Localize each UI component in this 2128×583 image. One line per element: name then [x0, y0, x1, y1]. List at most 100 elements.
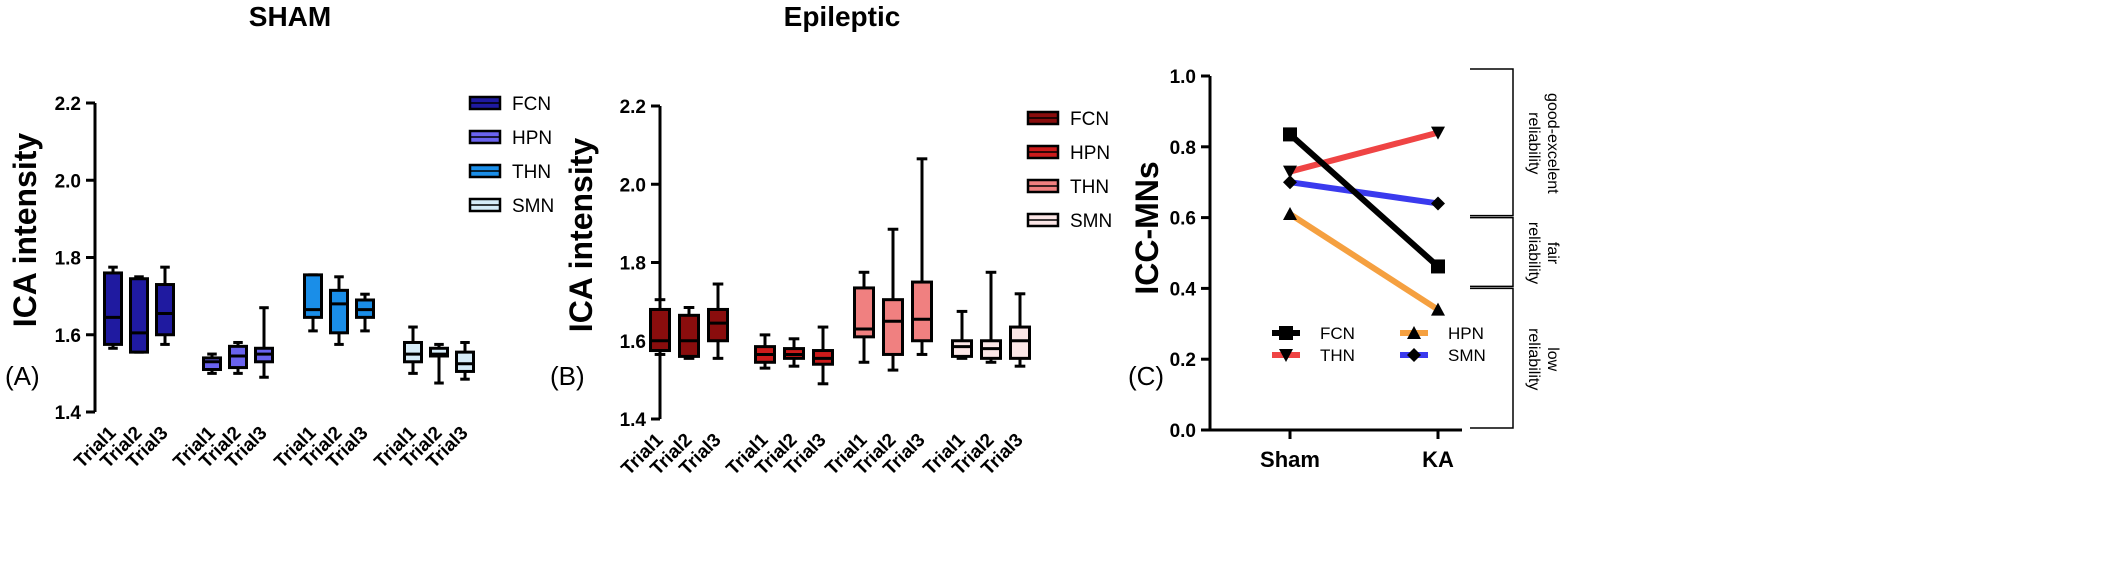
- legend-item-thn: THN: [1026, 177, 1109, 198]
- y-tick-label: 0.4: [1170, 279, 1197, 300]
- panel-c-label: (C): [1128, 361, 1164, 391]
- reliability-label: low: [1544, 347, 1561, 371]
- series-line: [1289, 179, 1439, 207]
- legend-label: SMN: [512, 196, 554, 217]
- reliability-label: reliability: [1525, 328, 1542, 390]
- legend-label: HPN: [1448, 324, 1484, 343]
- panel-a-title: SHAM: [249, 1, 331, 32]
- x-tick-label: KA: [1422, 447, 1454, 472]
- box-iqr: [155, 283, 175, 337]
- legend-item-thn: THN: [468, 162, 551, 183]
- box-iqr: [455, 350, 475, 373]
- box-iqr: [853, 286, 875, 339]
- box-hpn-trial1: [754, 333, 776, 370]
- legend-label: THN: [1320, 346, 1355, 365]
- box-smn-trial2: [980, 270, 1002, 364]
- box-thn-trial3: [911, 157, 933, 356]
- box-hpn-trial3: [812, 325, 834, 386]
- panel-b-title: Epileptic: [784, 1, 901, 32]
- legend-item-fcn: FCN: [468, 94, 551, 115]
- y-tick-label: 0.8: [1170, 138, 1196, 159]
- legend-item-smn: SMN: [1400, 346, 1486, 365]
- legend-label: FCN: [1070, 109, 1109, 130]
- y-tick-label: 1.6: [620, 332, 646, 353]
- y-tick-label: 2.0: [55, 171, 81, 192]
- legend-item-smn: SMN: [468, 196, 554, 217]
- series-line: [1289, 129, 1439, 175]
- marker-triangle-up: [1283, 207, 1297, 221]
- y-tick-label: 2.2: [620, 97, 646, 118]
- series-thn: [1283, 126, 1445, 179]
- legend-label: FCN: [512, 94, 551, 115]
- legend-item-fcn: FCN: [1272, 324, 1355, 343]
- legend-item-thn: THN: [1272, 346, 1355, 365]
- marker-square: [1431, 259, 1445, 274]
- box-iqr: [951, 339, 973, 358]
- panel-a-y-axis-label: ICA intensity: [7, 133, 43, 328]
- box-iqr: [707, 307, 729, 343]
- panel-c-icc-line-chart: ICC-MNs (C) 0.0 0.2 0.4 0.6 0.8 1.0 Sham KA FCN…: [1128, 67, 1561, 472]
- marker-diamond: [1431, 196, 1445, 211]
- legend-label: SMN: [1448, 346, 1486, 365]
- box-fcn-trial1: [103, 265, 123, 350]
- reliability-label: reliability: [1525, 222, 1542, 284]
- marker-triangle-down: [1431, 126, 1445, 140]
- y-tick-label: 1.0: [1170, 67, 1196, 88]
- y-tick-label: 2.2: [55, 94, 81, 115]
- box-hpn-trial2: [783, 337, 805, 368]
- x-tick-label: Sham: [1260, 447, 1320, 472]
- panel-b-y-axis-label: ICA intensity: [563, 138, 599, 333]
- box-iqr: [303, 273, 323, 319]
- box-iqr: [429, 346, 449, 358]
- box-smn-trial3: [1009, 292, 1031, 368]
- box-smn-trial1: [951, 309, 973, 360]
- box-iqr: [1009, 325, 1031, 360]
- panel-b-epileptic-boxplot: Epileptic ICA intensity (B) 1.4 1.6 1.8 2.0…: [550, 1, 1112, 480]
- box-iqr: [103, 271, 123, 346]
- legend-item-hpn: HPN: [1400, 324, 1484, 343]
- box-iqr: [329, 288, 349, 335]
- panel-a-sham-boxplot: SHAM ICA intensity (A) 1.4 1.6 1.8 2.0 2.2 T…: [5, 1, 554, 473]
- box-thn-trial2: [329, 275, 349, 346]
- legend-item-fcn: FCN: [1026, 109, 1109, 130]
- reliability-label: fair: [1544, 242, 1561, 265]
- legend-item-hpn: HPN: [1026, 143, 1110, 164]
- legend-label: HPN: [1070, 143, 1110, 164]
- marker-diamond: [1407, 348, 1421, 362]
- y-tick-label: 2.0: [620, 175, 646, 196]
- legend-label: THN: [512, 162, 551, 183]
- box-smn-trial1: [403, 325, 423, 375]
- legend-label: HPN: [512, 128, 552, 149]
- bracket-line: [1470, 287, 1514, 429]
- box-hpn-trial1: [202, 352, 222, 375]
- box-iqr: [129, 277, 149, 354]
- box-fcn-trial2: [678, 305, 700, 360]
- marker-triangle-up: [1407, 326, 1421, 339]
- marker-square: [1283, 127, 1297, 142]
- legend-label: THN: [1070, 177, 1109, 198]
- box-smn-trial3: [455, 340, 475, 381]
- box-hpn-trial2: [228, 340, 248, 375]
- legend-label: SMN: [1070, 211, 1112, 232]
- box-fcn-trial3: [707, 282, 729, 360]
- box-smn-trial2: [429, 342, 449, 385]
- y-tick-label: 1.4: [620, 410, 647, 431]
- series-smn: [1283, 175, 1445, 211]
- marker-diamond: [1283, 175, 1297, 190]
- panel-b-label: (B): [550, 361, 585, 391]
- panel-a-label: (A): [5, 361, 40, 391]
- box-thn-trial3: [355, 292, 375, 333]
- bracket-line: [1470, 216, 1514, 288]
- y-tick-label: 0.0: [1170, 421, 1196, 442]
- legend-item-smn: SMN: [1026, 211, 1112, 232]
- series-hpn: [1283, 207, 1445, 316]
- box-iqr: [403, 340, 423, 364]
- box-fcn-trial3: [155, 265, 175, 346]
- reliability-label: good-excelent: [1544, 93, 1561, 194]
- series-line: [1288, 211, 1440, 313]
- legend-label: FCN: [1320, 324, 1355, 343]
